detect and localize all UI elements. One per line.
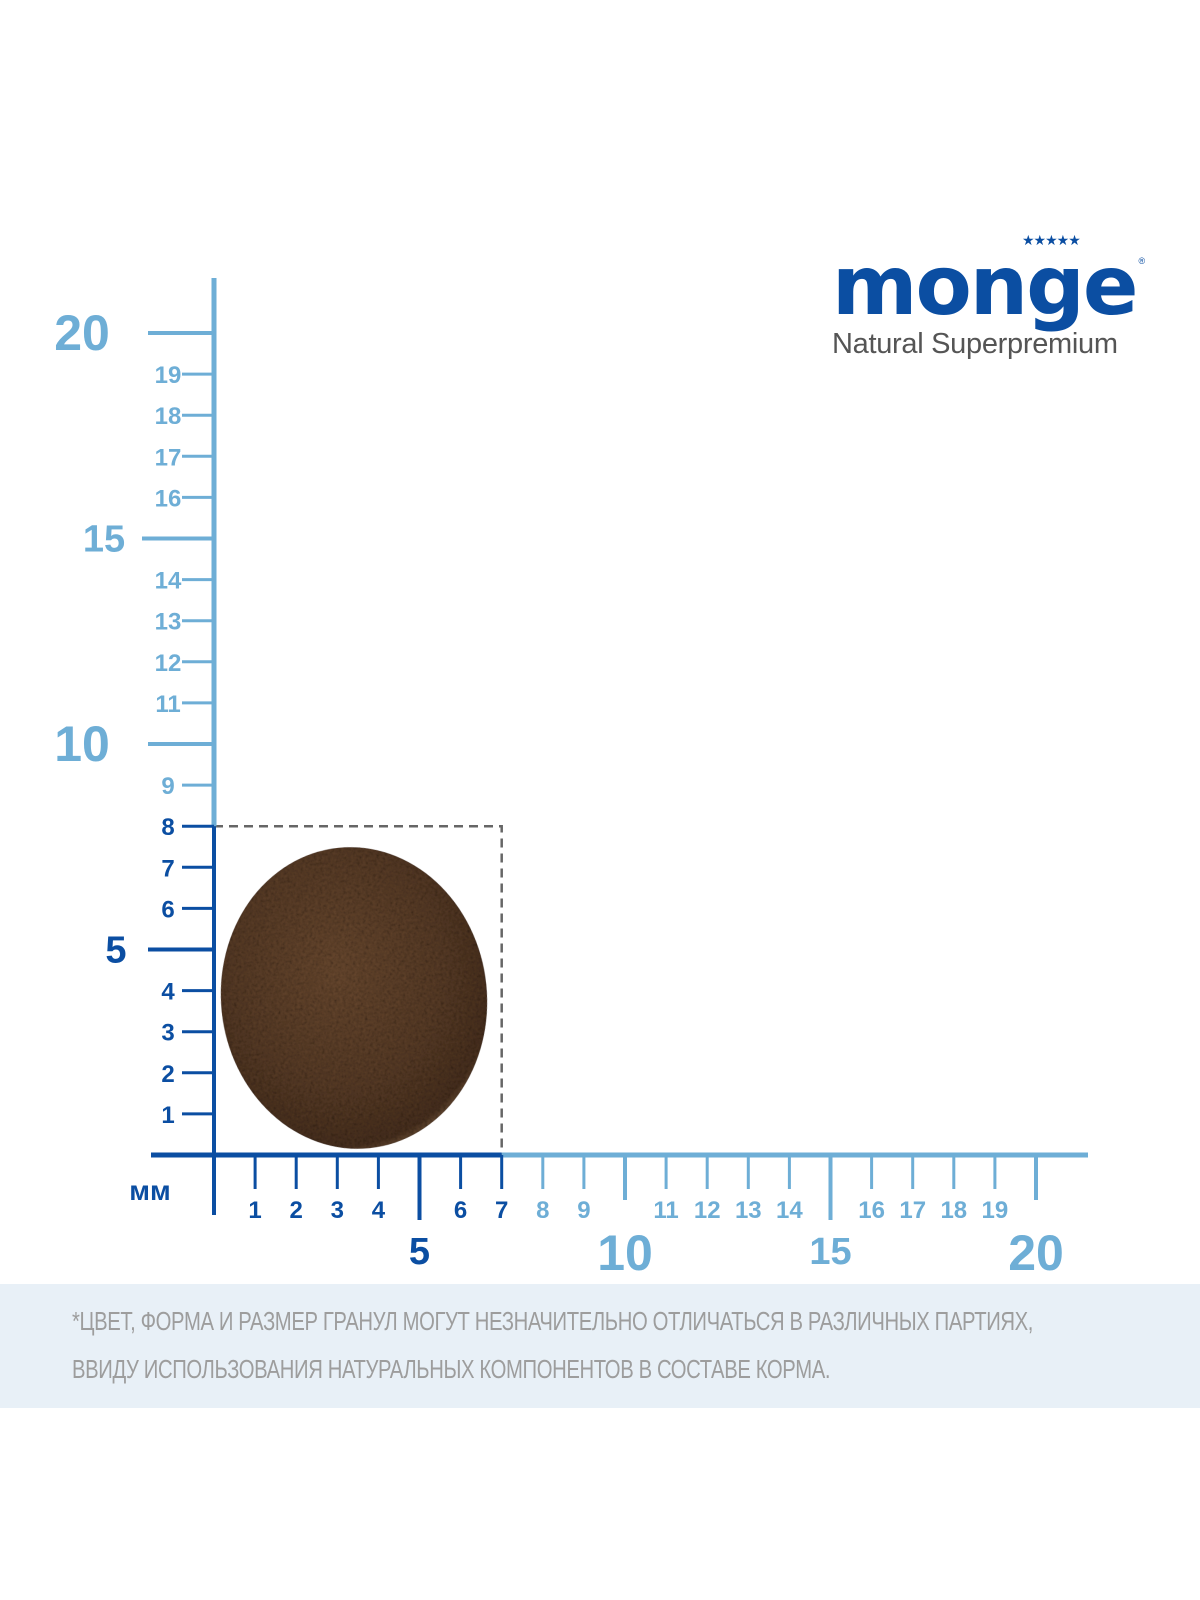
- x-tick-label: 12: [694, 1197, 721, 1224]
- x-tick-label: 2: [290, 1197, 303, 1224]
- y-tick-label: 13: [155, 609, 182, 636]
- y-major-label: 15: [83, 519, 125, 561]
- y-major-label: 20: [54, 305, 110, 361]
- disclaimer-banner: *ЦВЕТ, ФОРМА И РАЗМЕР ГРАНУЛ МОГУТ НЕЗНА…: [0, 1284, 1200, 1408]
- x-tick-label: 14: [776, 1197, 803, 1224]
- logo-stars-row: ★★★★★: [832, 232, 1162, 250]
- y-tick-label: 19: [155, 362, 182, 389]
- x-tick-label: 4: [372, 1197, 386, 1224]
- logo-wordmark-row: Monge ®: [832, 239, 1162, 334]
- logo-stars-icon: ★★★★★: [1022, 232, 1081, 248]
- unit-label: мм: [129, 1175, 170, 1206]
- size-bounding-box: [214, 824, 503, 1155]
- x-major-label: 10: [597, 1225, 653, 1280]
- x-tick-label: 11: [653, 1197, 678, 1224]
- disclaimer-line-2: ВВИДУ ИСПОЛЬЗОВАНИЯ НАТУРАЛЬНЫХ КОМПОНЕН…: [72, 1354, 831, 1384]
- y-tick-label: 1: [161, 1102, 174, 1129]
- y-tick-label: 3: [161, 1020, 174, 1047]
- y-tick-label: 8: [161, 814, 174, 841]
- x-tick-label: 8: [536, 1197, 549, 1224]
- y-tick-label: 12: [155, 650, 182, 677]
- y-major-label: 5: [105, 930, 126, 972]
- y-tick-label: 2: [161, 1061, 174, 1088]
- x-tick-label: 3: [331, 1197, 344, 1224]
- x-tick-label: 9: [577, 1197, 590, 1224]
- y-tick-label: 9: [161, 773, 174, 800]
- y-tick-label: 16: [155, 485, 182, 512]
- registered-mark: ®: [1138, 256, 1146, 266]
- y-tick-label: 4: [161, 979, 175, 1006]
- x-tick-label: 13: [735, 1197, 762, 1224]
- x-tick-label: 1: [248, 1197, 261, 1224]
- disclaimer-line-1: *ЦВЕТ, ФОРМА И РАЗМЕР ГРАНУЛ МОГУТ НЕЗНА…: [72, 1306, 1034, 1336]
- kibble-pellet-image: [220, 847, 488, 1149]
- y-tick-label: 14: [155, 568, 182, 595]
- x-tick-label: 18: [940, 1197, 967, 1224]
- x-major-label: 20: [1008, 1225, 1064, 1280]
- monge-logo: ★★★★★ Monge ® Natural Superpremium: [832, 232, 1162, 360]
- x-major-label: 5: [409, 1231, 430, 1273]
- x-tick-label: 16: [858, 1197, 885, 1224]
- y-tick-label: 7: [161, 855, 174, 882]
- y-major-label: 10: [54, 716, 110, 772]
- logo-tagline: Natural Superpremium: [832, 328, 1118, 360]
- x-major-label: 15: [809, 1231, 851, 1273]
- x-tick-label: 7: [495, 1197, 508, 1224]
- y-tick-label: 11: [155, 691, 180, 718]
- logo-wordmark: Monge: [832, 239, 1138, 334]
- y-tick-label: 17: [155, 444, 182, 471]
- x-tick-label: 6: [454, 1197, 467, 1224]
- y-tick-label: 18: [155, 403, 182, 430]
- x-tick-label: 19: [982, 1197, 1009, 1224]
- size-ruler: 1122334455667788991010111112121313141415…: [54, 278, 1088, 1280]
- x-tick-label: 17: [899, 1197, 926, 1224]
- y-tick-label: 6: [161, 896, 174, 923]
